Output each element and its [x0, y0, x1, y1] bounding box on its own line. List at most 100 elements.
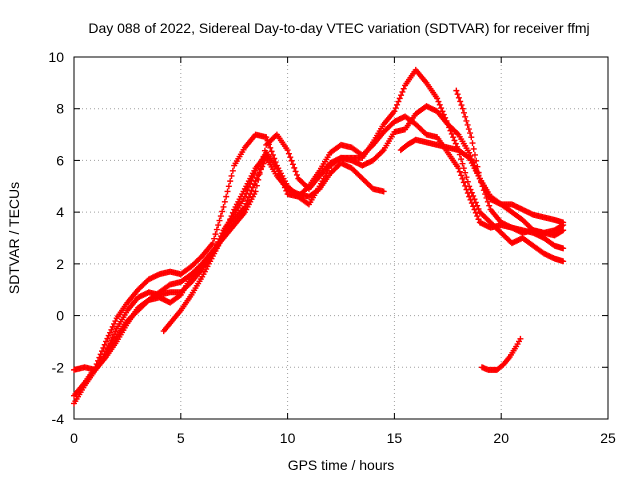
data-point [227, 178, 234, 185]
data-point [455, 165, 462, 172]
data-point [462, 113, 469, 120]
data-point [224, 188, 231, 195]
data-point [223, 225, 230, 232]
data-point [220, 232, 227, 239]
data-point [221, 229, 228, 236]
x-axis-label: GPS time / hours [288, 457, 395, 473]
series-track-c [71, 103, 567, 373]
data-point [452, 140, 459, 147]
data-point [456, 168, 463, 175]
data-point [459, 175, 466, 182]
data-point [470, 145, 477, 152]
data-point [394, 101, 401, 108]
data-point [466, 149, 473, 156]
data-point [395, 98, 402, 105]
y-tick-label: -4 [52, 411, 65, 427]
data-point [482, 191, 489, 198]
data-point [463, 117, 470, 124]
data-point [479, 183, 486, 190]
data-point [227, 216, 234, 223]
data-point [471, 196, 478, 203]
data-point [435, 98, 442, 105]
data-point [451, 137, 458, 144]
data-point [213, 226, 220, 233]
data-point [291, 164, 298, 171]
data-point [475, 169, 482, 176]
y-axis-label: SDTVAR / TECUs [6, 182, 22, 294]
data-point [251, 181, 258, 188]
axis-ticks: 0 5 10 15 20 25 -4 -2 0 2 4 6 8 10 [48, 49, 616, 446]
data-point [460, 109, 467, 116]
data-point [248, 187, 255, 194]
data-point [459, 160, 466, 167]
data-point [292, 168, 299, 175]
data-point [101, 341, 108, 348]
data-point [458, 102, 465, 109]
data-point [219, 208, 226, 215]
data-point [458, 172, 465, 179]
data-point [228, 172, 235, 179]
data-point [215, 222, 222, 229]
data-point [267, 144, 274, 151]
data-point [288, 157, 295, 164]
data-point [398, 92, 405, 99]
data-point [221, 198, 228, 205]
data-point [466, 183, 473, 190]
data-point [249, 184, 256, 191]
plot-frame [73, 56, 609, 420]
data-point [392, 105, 399, 112]
data-point [100, 344, 107, 351]
data-point [211, 235, 218, 242]
data-point [220, 203, 227, 210]
y-tick-label: 8 [56, 101, 64, 117]
data-point [396, 95, 403, 102]
series-track-e [160, 152, 270, 335]
data-point [474, 202, 481, 209]
data-point [454, 91, 461, 98]
series-track-d [103, 154, 387, 355]
data-point [467, 130, 474, 137]
data-point [241, 203, 248, 210]
data-point [462, 169, 469, 176]
data-point [285, 150, 292, 157]
data-point [229, 209, 236, 216]
data-point [450, 134, 457, 141]
data-point [460, 165, 467, 172]
x-tick-label: 20 [493, 430, 509, 446]
data-point [209, 240, 216, 247]
grid-lines [74, 57, 608, 419]
data-point [474, 213, 481, 220]
data-point [468, 134, 475, 141]
data-point [474, 163, 481, 170]
x-tick-label: 5 [177, 430, 185, 446]
data-point [459, 105, 466, 112]
data-point [225, 219, 232, 226]
data-point [470, 192, 477, 199]
data-point [453, 87, 460, 94]
data-point [268, 148, 275, 155]
data-point [465, 126, 472, 133]
data-point [464, 121, 471, 128]
data-point [455, 94, 462, 101]
data-point [225, 183, 232, 190]
y-tick-label: 2 [56, 256, 64, 272]
data-point [457, 98, 464, 105]
data-point [289, 161, 296, 168]
data-point [464, 178, 471, 185]
data-point [400, 85, 407, 92]
data-point [483, 194, 490, 201]
data-point [560, 222, 567, 229]
x-tick-label: 25 [600, 430, 616, 446]
data-point [212, 231, 219, 238]
y-tick-label: 10 [48, 49, 64, 65]
y-tick-label: 0 [56, 308, 64, 324]
data-point [293, 171, 300, 178]
data-point [263, 152, 270, 159]
data-point [391, 108, 398, 115]
data-point [560, 227, 567, 234]
data-point [380, 188, 387, 195]
data-point [480, 187, 487, 194]
data-point [560, 245, 567, 252]
data-point [463, 174, 470, 181]
